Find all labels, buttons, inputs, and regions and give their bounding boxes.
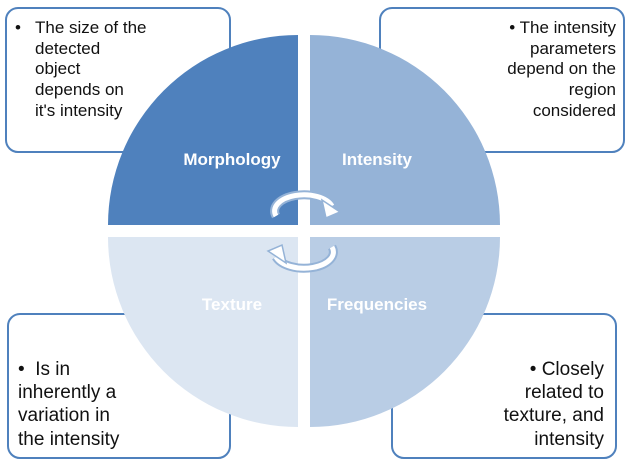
note-line: region (568, 80, 616, 100)
note-top-left: • The size of the detected object depend… (15, 18, 195, 122)
note-line: texture, and (503, 405, 604, 427)
note-line: • The intensity (509, 18, 616, 37)
note-line: intensity (534, 428, 604, 450)
quadrant-intensity (310, 35, 500, 225)
note-line: The size of the (35, 18, 147, 37)
quadrant-morphology (108, 35, 298, 225)
note-line: depends on (35, 80, 124, 100)
note-line: detected (35, 38, 101, 58)
note-line: variation in (18, 405, 110, 427)
bullet-icon: • (509, 18, 516, 37)
bullet-icon: • (15, 18, 21, 37)
note-top-right: • The intensity parameters depend on the… (480, 18, 616, 122)
note-line: depend on the (507, 59, 616, 79)
bullet-icon: • (18, 359, 25, 380)
note-line: • Is in (18, 359, 71, 380)
note-bottom-right: • Closely related to texture, and intens… (470, 358, 604, 451)
note-line: • Closely (529, 359, 604, 380)
quadrant-texture (108, 237, 298, 427)
note-line: related to (524, 382, 604, 404)
quadrant-label-intensity: Intensity (342, 150, 412, 169)
cycle-arrows-icon (266, 190, 342, 273)
quadrant-label-morphology: Morphology (183, 150, 281, 169)
note-line: inherently a (18, 382, 117, 404)
note-bottom-left: • Is in inherently a variation in the in… (18, 358, 218, 451)
quadrant-frequencies (310, 237, 500, 427)
note-line: object (35, 59, 81, 79)
note-line: parameters (530, 38, 616, 58)
note-line: it's intensity (35, 100, 123, 120)
quadrant-label-frequencies: Frequencies (327, 295, 427, 314)
quadrant-label-texture: Texture (202, 295, 262, 314)
bullet-icon: • (529, 359, 537, 380)
note-line: considered (532, 100, 616, 120)
note-line: the intensity (18, 428, 120, 450)
